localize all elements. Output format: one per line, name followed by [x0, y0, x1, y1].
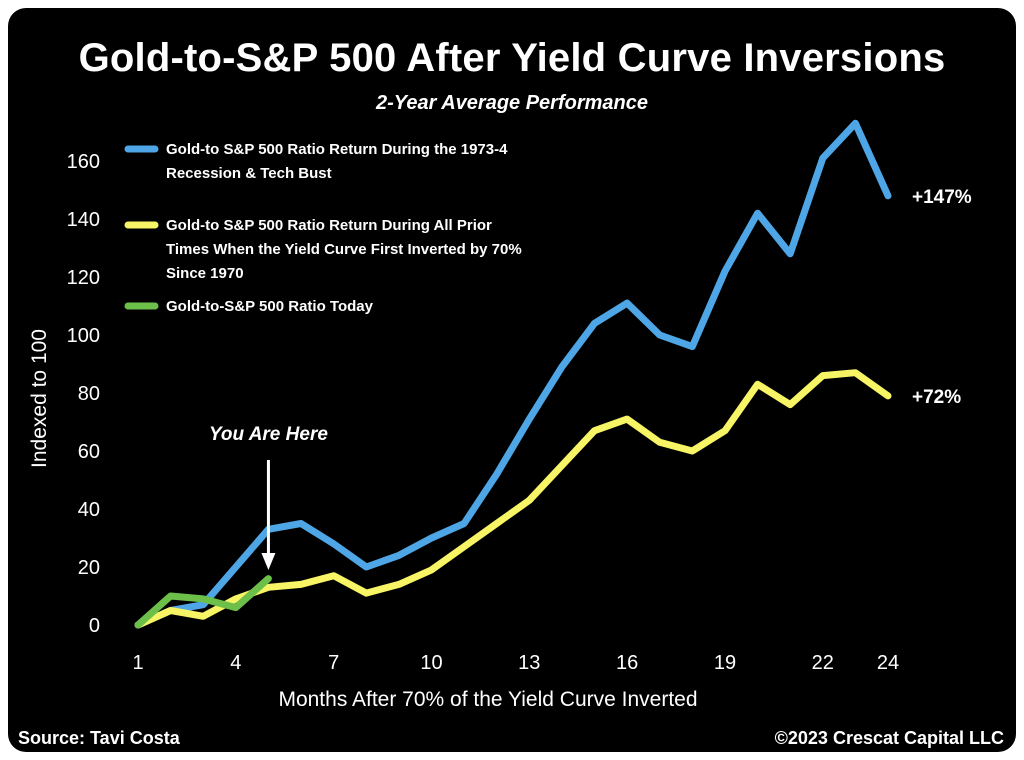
data-point [463, 523, 465, 524]
legend-entry: Recession & Tech Bust [166, 165, 332, 182]
data-point [137, 624, 139, 626]
data-point [463, 546, 465, 548]
data-point [300, 523, 302, 524]
legend-entry: Times When the Yield Curve First Inverte… [166, 241, 522, 258]
copyright-note: ©2023 Crescat Capital LLC [774, 728, 1004, 748]
data-point [333, 575, 335, 577]
data-point [365, 592, 367, 594]
data-point [724, 270, 726, 272]
data-point [202, 615, 204, 617]
series-end-label: +147% [912, 187, 972, 208]
data-point [398, 583, 400, 585]
legend-entry: Gold-to S&P 500 Ratio Return During All … [166, 217, 492, 234]
chart-frame: Gold-to-S&P 500 After Yield Curve Invers… [8, 8, 1016, 752]
x-tick-label: 1 [132, 652, 143, 674]
legend-entry: Since 1970 [166, 265, 244, 282]
legend-entry: Gold-to S&P 500 Ratio Return During the … [166, 141, 508, 158]
data-point [267, 578, 269, 580]
x-tick-label: 7 [328, 652, 339, 674]
x-tick-label: 13 [518, 652, 540, 674]
x-tick-label: 10 [420, 652, 442, 674]
data-point [594, 430, 596, 432]
chart-subtitle: 2-Year Average Performance [376, 92, 648, 114]
data-point [170, 595, 172, 597]
y-tick-label: 80 [78, 383, 100, 405]
x-tick-label: 19 [714, 652, 736, 674]
data-point [365, 566, 367, 568]
data-point [659, 334, 661, 336]
series-line-1 [134, 119, 892, 629]
y-tick-label: 60 [78, 441, 100, 463]
data-point [202, 604, 204, 606]
data-point [300, 583, 302, 585]
series-line-2 [134, 369, 892, 629]
data-point [757, 383, 759, 385]
series-end-label: +72% [912, 387, 961, 408]
data-point [822, 157, 824, 159]
data-point [887, 195, 889, 197]
y-tick-label: 120 [67, 267, 100, 289]
data-point [789, 253, 791, 255]
data-point [561, 465, 563, 466]
data-point [528, 499, 530, 501]
y-tick-label: 0 [89, 615, 100, 637]
x-tick-label: 22 [812, 652, 834, 674]
line-chart: 0 20 40 60 80 100 120 140 160 1 4 7 10 13 16 19 22 24 Mont… [28, 119, 972, 711]
data-point [691, 346, 693, 348]
chart-title: Gold-to-S&P 500 After Yield Curve Invers… [78, 36, 946, 80]
data-point [594, 322, 596, 324]
data-point [691, 450, 693, 452]
data-point [202, 598, 204, 600]
legend-entry: Gold-to-S&P 500 Ratio Today [166, 298, 374, 315]
data-point [528, 418, 530, 420]
x-tick-label: 16 [616, 652, 638, 674]
data-point [822, 375, 824, 377]
data-point [724, 430, 726, 432]
data-point [561, 366, 563, 368]
data-point [267, 586, 269, 588]
data-point [854, 372, 856, 374]
source-note: Source: Tavi Costa [18, 728, 180, 748]
annotation-text: You Are Here [209, 424, 328, 445]
y-tick-label: 20 [78, 557, 100, 579]
y-tick-label: 160 [67, 151, 100, 173]
data-point [235, 607, 237, 609]
y-tick-label: 100 [67, 325, 100, 347]
data-point [235, 598, 237, 600]
data-point [398, 554, 400, 556]
data-point [235, 566, 237, 568]
y-tick-label: 40 [78, 499, 100, 521]
arrow-head-icon [261, 553, 276, 570]
x-axis-label: Months After 70% of the Yield Curve Inve… [278, 688, 697, 711]
data-point [496, 473, 498, 475]
y-axis-label: Indexed to 100 [28, 329, 51, 468]
data-point [170, 610, 172, 611]
data-point [854, 122, 856, 124]
data-point [496, 523, 498, 524]
x-tick-label: 24 [877, 652, 899, 674]
x-tick-label: 4 [230, 652, 241, 674]
data-point [659, 441, 661, 443]
data-point [789, 404, 791, 406]
data-point [887, 395, 889, 397]
data-point [757, 212, 759, 214]
y-tick-label: 140 [67, 209, 100, 231]
data-point [333, 543, 335, 545]
data-point [626, 302, 628, 304]
data-point [430, 537, 432, 539]
data-point [430, 569, 432, 571]
data-point [626, 418, 628, 420]
